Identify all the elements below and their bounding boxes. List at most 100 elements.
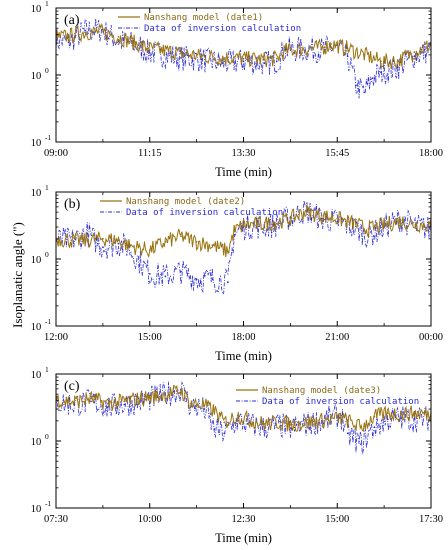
- y-tick-exponent: -1: [45, 499, 51, 508]
- data-point: [320, 215, 323, 217]
- data-point: [290, 423, 292, 426]
- x-tick-label: 17:30: [419, 514, 443, 525]
- data-point: [340, 417, 342, 419]
- y-tick-label: 10: [31, 504, 42, 515]
- panel-label: (b): [64, 197, 81, 212]
- x-tick-label: 10:00: [138, 514, 162, 525]
- data-point: [396, 60, 399, 63]
- data-point: [346, 419, 349, 422]
- data-point: [242, 60, 245, 63]
- data-point: [73, 401, 76, 404]
- y-tick-label: 10: [31, 71, 42, 82]
- data-point: [263, 423, 266, 425]
- data-point: [100, 29, 103, 31]
- x-tick-label: 15:45: [325, 148, 349, 159]
- x-axis-title: Time (min): [215, 349, 272, 363]
- data-point: [140, 399, 142, 402]
- data-point: [102, 237, 104, 240]
- data-point: [275, 60, 278, 63]
- data-point: [360, 426, 362, 429]
- data-point: [134, 42, 137, 44]
- data-point: [200, 58, 203, 61]
- data-point: [180, 52, 182, 55]
- x-axis-title: Time (min): [215, 165, 272, 179]
- series-line-model: [56, 384, 431, 433]
- data-point: [383, 224, 385, 227]
- data-point: [273, 221, 276, 224]
- data-point: [164, 275, 167, 278]
- data-point: [180, 270, 182, 273]
- legend-label-inversion: Data of inversion calculation: [144, 24, 301, 34]
- data-point: [190, 402, 192, 405]
- data-point: [140, 397, 142, 400]
- data-point: [236, 414, 239, 417]
- data-point: [211, 278, 214, 281]
- data-point: [164, 241, 167, 243]
- data-point: [117, 239, 120, 242]
- data-point: [414, 223, 417, 226]
- data-point: [100, 31, 103, 33]
- data-point: [258, 223, 260, 226]
- data-point: [180, 390, 182, 392]
- y-axis-label: Isoplanatic angle ("): [10, 222, 25, 328]
- data-point: [380, 71, 382, 74]
- data-point: [323, 46, 326, 49]
- data-point: [227, 281, 229, 284]
- data-point: [346, 55, 349, 58]
- data-point: [380, 60, 382, 63]
- legend-label-inversion: Data of inversion calculation: [262, 397, 419, 407]
- data-point: [203, 404, 206, 407]
- data-point: [106, 402, 109, 405]
- data-point: [203, 408, 206, 410]
- data-point: [84, 31, 87, 34]
- legend: Nanshang model (date2)Data of inversion …: [100, 197, 283, 218]
- data-point: [346, 47, 349, 50]
- data-point: [163, 49, 166, 52]
- x-tick-label: 09:00: [44, 148, 68, 159]
- data-point: [70, 239, 73, 242]
- data-point: [90, 397, 92, 400]
- x-tick-label: 12:30: [232, 514, 256, 525]
- data-point: [373, 426, 376, 429]
- y-tick-exponent: 1: [45, 0, 49, 8]
- legend: Nanshang model (date1)Data of inversion …: [118, 13, 301, 34]
- data-point: [146, 47, 149, 50]
- data-point: [123, 403, 126, 406]
- data-point: [290, 427, 292, 430]
- data-point: [127, 244, 129, 247]
- x-tick-label: 18:00: [232, 332, 256, 343]
- data-point: [263, 58, 266, 61]
- y-tick-exponent: -1: [45, 133, 51, 142]
- data-point: [195, 278, 198, 281]
- data-point: [400, 417, 402, 419]
- data-point: [413, 55, 416, 58]
- legend-label-model: Nanshang model (date2): [126, 197, 245, 207]
- data-point: [413, 51, 416, 53]
- x-tick-label: 13:30: [232, 148, 256, 159]
- data-point: [355, 84, 357, 87]
- x-tick-label: 07:30: [44, 514, 68, 525]
- data-point: [200, 55, 203, 58]
- series-line-inversion: [56, 18, 431, 99]
- series-line-model: [56, 22, 431, 71]
- panel-label: (a): [64, 13, 80, 28]
- data-point: [90, 400, 92, 403]
- data-point: [67, 35, 70, 38]
- x-tick-label: 11:15: [138, 148, 162, 159]
- data-point: [195, 241, 198, 243]
- data-point: [289, 217, 292, 220]
- data-point: [400, 413, 402, 416]
- y-tick-label: 10: [31, 138, 42, 149]
- data-point: [242, 224, 245, 227]
- data-point: [173, 391, 176, 394]
- data-point: [117, 36, 120, 38]
- data-point: [352, 222, 354, 225]
- series-line-model: [56, 204, 431, 258]
- data-point: [84, 29, 87, 32]
- data-point: [363, 91, 366, 94]
- data-point: [242, 226, 245, 228]
- data-point: [371, 77, 374, 79]
- x-tick-label: 18:00: [419, 148, 443, 159]
- y-tick-exponent: -1: [45, 317, 51, 326]
